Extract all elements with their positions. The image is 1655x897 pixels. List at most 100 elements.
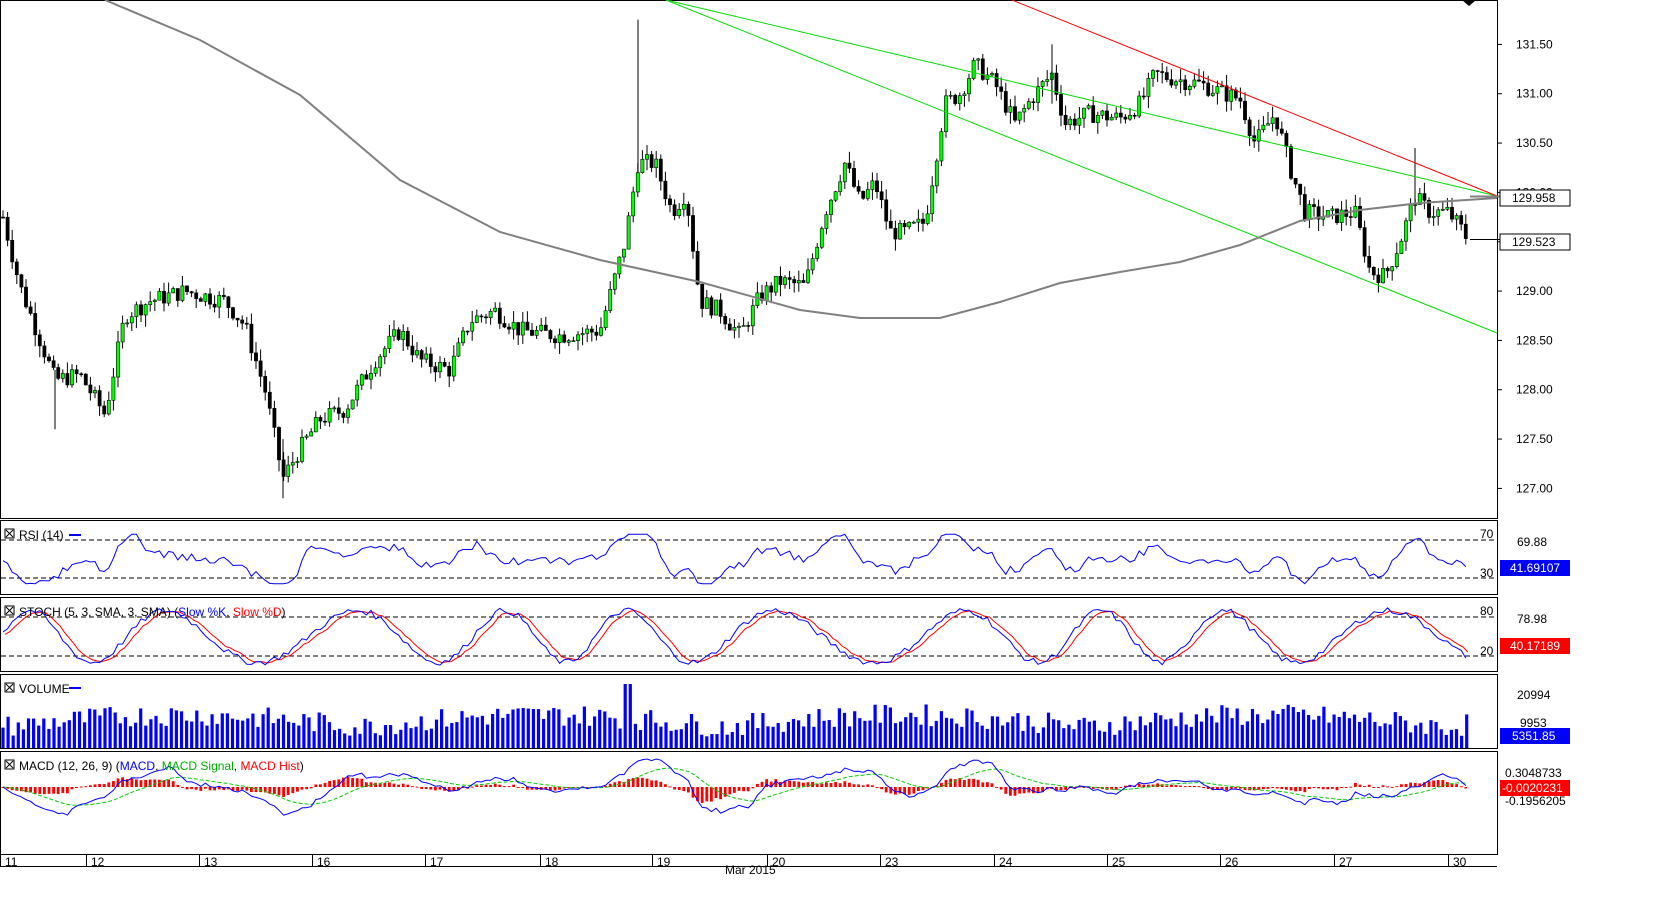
volume-bar	[271, 723, 275, 748]
volume-bar	[1225, 707, 1229, 748]
macd-hist-bar	[107, 782, 111, 787]
candle-body	[599, 327, 603, 336]
volume-bar	[230, 718, 235, 748]
candle-body	[1408, 204, 1413, 222]
macd-hist-bar	[475, 785, 479, 787]
macd-hist-bar	[401, 783, 405, 787]
volume-bar	[225, 713, 229, 748]
volume-bar	[781, 731, 785, 748]
volume-bar	[674, 729, 678, 748]
macd-hist-bar	[990, 783, 994, 787]
candle-body	[1077, 117, 1082, 126]
candle-body	[83, 373, 88, 386]
volume-bar	[149, 719, 153, 748]
volume-bar	[644, 713, 648, 748]
candle-body	[1095, 114, 1100, 123]
volume-bar	[521, 707, 525, 748]
volume-bar	[883, 705, 887, 748]
candle-body	[157, 290, 162, 301]
candle-body	[603, 310, 608, 328]
macd-hist-bar	[1036, 787, 1040, 794]
volume-bar	[975, 722, 979, 748]
candle-body	[990, 73, 994, 76]
macd-hist-bar	[512, 784, 515, 787]
candle-body	[580, 333, 585, 336]
volume-bar	[1148, 722, 1153, 748]
macd-hist-bar	[277, 787, 281, 796]
candle-body	[185, 285, 189, 292]
macd-hist-bar	[1257, 787, 1261, 790]
candle-body	[1040, 81, 1045, 87]
volume-bar	[960, 726, 964, 748]
candle-body	[1376, 274, 1381, 284]
volume-bar	[1077, 719, 1081, 748]
volume-bar	[899, 721, 903, 748]
volume-bar	[904, 717, 908, 748]
macd-hist-bar	[1289, 787, 1293, 791]
price-tick-label: 131.00	[1516, 87, 1553, 101]
volume-bar	[1312, 719, 1316, 748]
candle-body	[1362, 227, 1367, 257]
macd-hist-bar	[75, 787, 78, 788]
macd-hist-bar	[700, 787, 704, 803]
candle-body	[1026, 101, 1031, 109]
volume-bar	[1001, 725, 1005, 748]
candle-body	[1307, 204, 1312, 220]
volume-bar	[970, 710, 974, 748]
candle-body	[392, 329, 396, 337]
candle-body	[175, 288, 180, 301]
candle-body	[1440, 208, 1445, 211]
candle-body	[1298, 183, 1303, 195]
rsi-level-70: 70	[1480, 527, 1494, 541]
macd-hist-bar	[332, 780, 336, 787]
candle-body	[24, 286, 28, 308]
candle-body	[1008, 106, 1013, 113]
candle-body	[865, 189, 870, 199]
candle-body	[511, 322, 516, 330]
volume-bar	[404, 722, 408, 748]
candle-body	[327, 408, 332, 423]
macd-hist-bar	[369, 782, 373, 787]
candle-body	[833, 191, 838, 201]
macd-hist-bar	[1096, 787, 1100, 789]
macd-panel-frame	[0, 751, 1498, 855]
candle-body	[396, 329, 401, 340]
macd-hist-bar	[194, 787, 198, 790]
macd-hist-bar	[1285, 787, 1288, 790]
volume-bar	[995, 716, 1000, 748]
candle-body	[1256, 129, 1261, 142]
volume-bar	[348, 735, 352, 748]
candle-body	[672, 204, 677, 217]
candle-body	[718, 299, 723, 317]
candle-body	[1316, 206, 1321, 220]
candle-body	[530, 329, 534, 336]
macd-hist-bar	[1188, 785, 1192, 787]
candle-body	[10, 240, 15, 263]
volume-bar	[1113, 734, 1117, 748]
stoch-title: STOCH (5, 3, SMA, 3, SMA) (Slow %K, Slow…	[19, 605, 286, 619]
macd-hist-bar	[1459, 786, 1463, 788]
macd-hist-bar	[1326, 787, 1330, 790]
macd-hist-bar	[1055, 787, 1058, 791]
volume-bar	[955, 723, 959, 748]
macd-hist-bar	[1390, 786, 1394, 788]
candle-body	[1436, 209, 1441, 217]
stoch-level-20: 20	[1480, 644, 1494, 658]
candle-body	[341, 413, 346, 418]
macd-hist-bar	[199, 787, 203, 791]
candle-body	[525, 321, 530, 331]
candle-body	[313, 417, 318, 433]
macd-hist-bar	[728, 787, 732, 795]
macd-hist-bar	[1018, 787, 1021, 794]
macd-hist-bar	[737, 787, 741, 791]
candle-body	[258, 360, 263, 377]
macd-hist-bar	[549, 787, 552, 790]
volume-bar	[11, 735, 15, 748]
macd-hist-bar	[273, 787, 276, 794]
candle-body	[355, 384, 360, 401]
macd-hist-bar	[530, 787, 534, 790]
volume-bar	[491, 713, 495, 748]
candle-body	[622, 248, 626, 258]
candle-body	[861, 191, 866, 199]
macd-hist-bar	[388, 782, 391, 787]
